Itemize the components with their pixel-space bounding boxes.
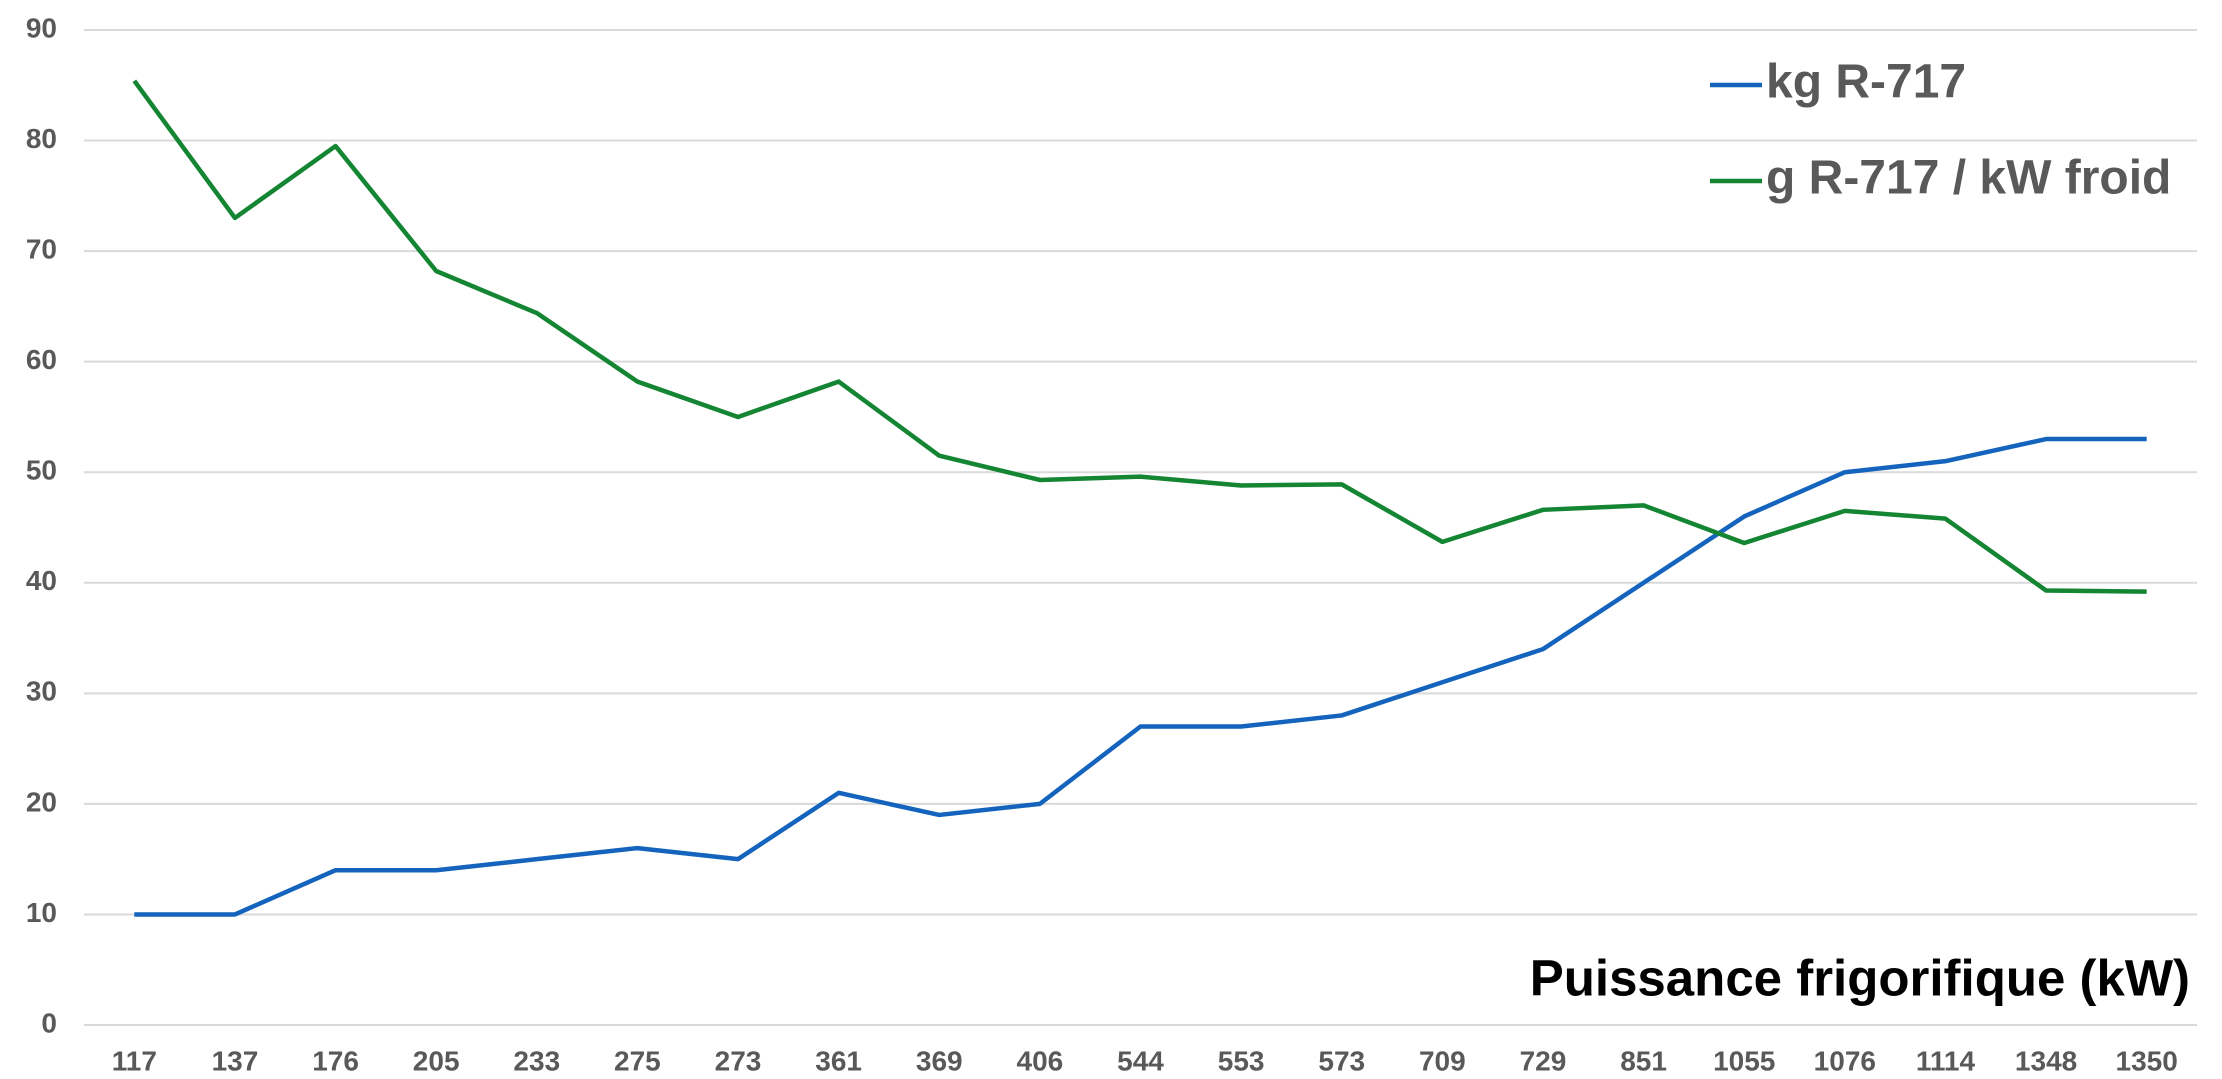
y-tick-label: 80 [26, 123, 57, 154]
legend-label: kg R-717 [1766, 56, 1966, 109]
series-line [132, 79, 2147, 594]
y-tick-label: 20 [26, 786, 57, 817]
x-tick-label: 406 [1017, 1045, 1064, 1076]
x-axis-title: Puissance frigorifique (kW) [1530, 949, 2190, 1006]
x-tick-label: 729 [1520, 1045, 1567, 1076]
legend-label: g R-717 / kW froid [1766, 152, 2171, 205]
y-tick-label: 40 [26, 565, 57, 596]
series-line [134, 436, 2147, 917]
x-tick-label: 361 [815, 1045, 862, 1076]
y-tick-label: 60 [26, 344, 57, 375]
y-tick-label: 30 [26, 676, 57, 707]
y-tick-label: 90 [26, 12, 57, 43]
x-tick-label: 1350 [2116, 1045, 2178, 1076]
x-tick-label: 573 [1318, 1045, 1365, 1076]
x-tick-label: 709 [1419, 1045, 1466, 1076]
x-tick-label: 544 [1117, 1045, 1164, 1076]
y-tick-label: 50 [26, 455, 57, 486]
x-tick-label: 553 [1218, 1045, 1265, 1076]
x-tick-label: 1055 [1713, 1045, 1775, 1076]
x-tick-label: 176 [312, 1045, 359, 1076]
x-tick-label: 137 [212, 1045, 259, 1076]
x-tick-label: 851 [1620, 1045, 1667, 1076]
x-tick-label: 275 [614, 1045, 661, 1076]
x-tick-label: 1348 [2015, 1045, 2077, 1076]
y-tick-label: 0 [41, 1007, 57, 1038]
x-tick-label: 1114 [1916, 1045, 1976, 1076]
x-tick-label: 273 [715, 1045, 762, 1076]
y-tick-label: 70 [26, 234, 57, 265]
x-tick-label: 233 [513, 1045, 560, 1076]
x-tick-label: 1076 [1814, 1045, 1876, 1076]
x-tick-label: 117 [112, 1045, 157, 1076]
y-tick-label: 10 [26, 897, 57, 928]
x-tick-label: 369 [916, 1045, 963, 1076]
x-tick-label: 205 [413, 1045, 460, 1076]
